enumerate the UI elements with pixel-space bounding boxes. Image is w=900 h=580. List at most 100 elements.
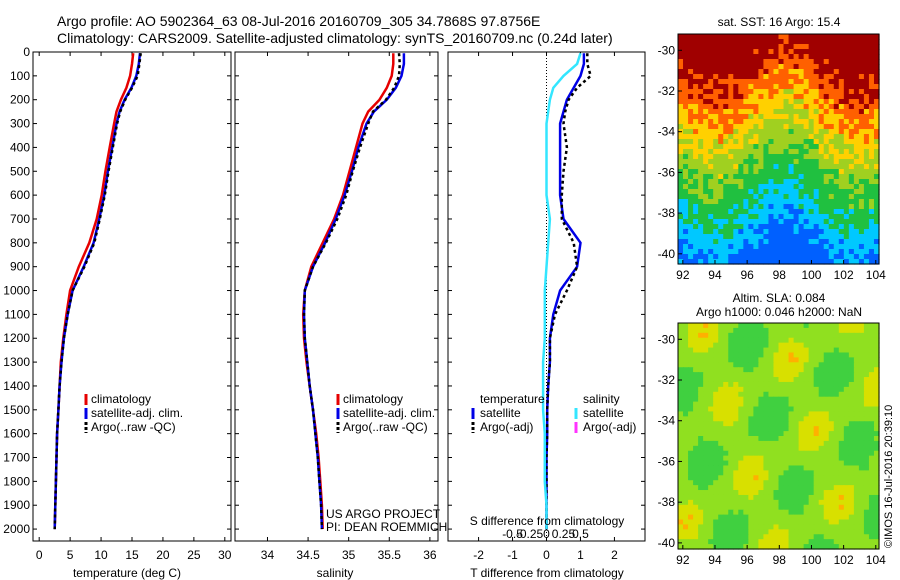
map-cell xyxy=(693,244,699,250)
map-cell xyxy=(773,109,780,115)
map-cell xyxy=(683,114,689,120)
map-cell xyxy=(848,254,855,260)
map-cell xyxy=(758,149,765,155)
map-cell xyxy=(758,504,765,511)
map-cell xyxy=(713,199,719,205)
map-cell xyxy=(798,406,805,413)
map-cell xyxy=(693,239,699,245)
map-cell xyxy=(753,337,760,344)
map-cell xyxy=(703,494,709,501)
map-cell xyxy=(778,534,785,540)
map-cell xyxy=(738,204,744,210)
map-cell xyxy=(713,184,719,190)
map-cell xyxy=(788,189,795,195)
map-cell xyxy=(803,109,810,115)
map-cell xyxy=(858,534,865,540)
map-cell xyxy=(803,460,810,467)
x-tick-label: 30 xyxy=(218,548,232,562)
map-cell xyxy=(863,154,870,160)
map-cell xyxy=(713,480,719,486)
map-cell xyxy=(733,169,739,175)
map-cell xyxy=(843,337,850,344)
map-cell xyxy=(728,332,734,339)
sla-map-subtitle: Argo h1000: 0.046 h2000: NaN xyxy=(696,305,862,319)
map-cell xyxy=(693,169,699,175)
map-cell xyxy=(843,426,850,432)
map-cell xyxy=(868,519,875,526)
map-cell xyxy=(768,431,775,437)
map-cell xyxy=(763,234,770,240)
map-cell xyxy=(868,259,875,265)
map-cell xyxy=(823,372,830,378)
map-cell xyxy=(788,159,795,165)
map-cell xyxy=(748,44,754,50)
map-cell xyxy=(843,440,850,447)
map-cell xyxy=(698,431,704,437)
map-cell xyxy=(778,209,785,215)
map-cell xyxy=(723,104,729,110)
map-cell xyxy=(848,480,855,486)
map-cell xyxy=(688,139,694,145)
map-cell xyxy=(863,445,870,452)
map-cell xyxy=(783,224,790,230)
map-cell xyxy=(808,426,815,432)
map-cell xyxy=(768,99,775,105)
map-cell xyxy=(748,499,754,506)
map-cell xyxy=(868,149,875,155)
map-cell xyxy=(688,372,694,378)
map-cell xyxy=(693,59,699,65)
map-cell xyxy=(848,239,855,245)
map-cell xyxy=(743,381,749,388)
map-cell xyxy=(693,362,699,368)
map-cell xyxy=(773,337,780,344)
map-cell xyxy=(698,84,704,90)
map-cell xyxy=(788,54,795,60)
map-cell xyxy=(698,347,704,354)
map-cell xyxy=(853,144,860,150)
map-cell xyxy=(863,372,870,378)
map-cell xyxy=(693,529,699,535)
map-cell xyxy=(688,534,694,540)
map-cell xyxy=(853,406,860,413)
map-cell xyxy=(798,362,805,368)
map-cell xyxy=(848,229,855,235)
map-cell xyxy=(728,406,734,413)
map-cell xyxy=(693,179,699,185)
map-cell xyxy=(703,164,709,170)
map-cell xyxy=(708,114,714,120)
y-tick-label: 700 xyxy=(10,212,30,226)
map-cell xyxy=(678,99,684,105)
map-cell xyxy=(778,59,785,65)
map-cell xyxy=(853,470,860,476)
map-cell xyxy=(703,539,709,545)
map-cell xyxy=(868,494,875,501)
map-cell xyxy=(803,139,810,145)
map-cell xyxy=(818,386,825,393)
map-cell xyxy=(688,519,694,526)
map-cell xyxy=(708,406,714,413)
map-cell xyxy=(808,362,815,368)
map-cell xyxy=(838,421,845,427)
map-cell xyxy=(843,59,850,65)
map-cell xyxy=(828,337,835,344)
map-cell xyxy=(798,214,805,220)
map-cell xyxy=(863,79,870,85)
map-cell xyxy=(768,69,775,75)
map-cell xyxy=(863,416,870,422)
map-cell xyxy=(808,347,815,354)
map-cell xyxy=(743,440,749,447)
map-cell xyxy=(823,139,830,145)
map-cell xyxy=(863,450,870,457)
map-cell xyxy=(763,406,770,413)
map-cell xyxy=(808,109,815,115)
map-cell xyxy=(783,74,790,80)
map-cell xyxy=(823,470,830,476)
map-cell xyxy=(853,411,860,417)
map-cell xyxy=(778,64,785,70)
map-cell xyxy=(763,179,770,185)
map-cell xyxy=(853,416,860,422)
map-cell xyxy=(813,64,820,70)
map-cell xyxy=(743,159,749,165)
map-cell xyxy=(778,362,785,368)
map-cell xyxy=(788,514,795,521)
